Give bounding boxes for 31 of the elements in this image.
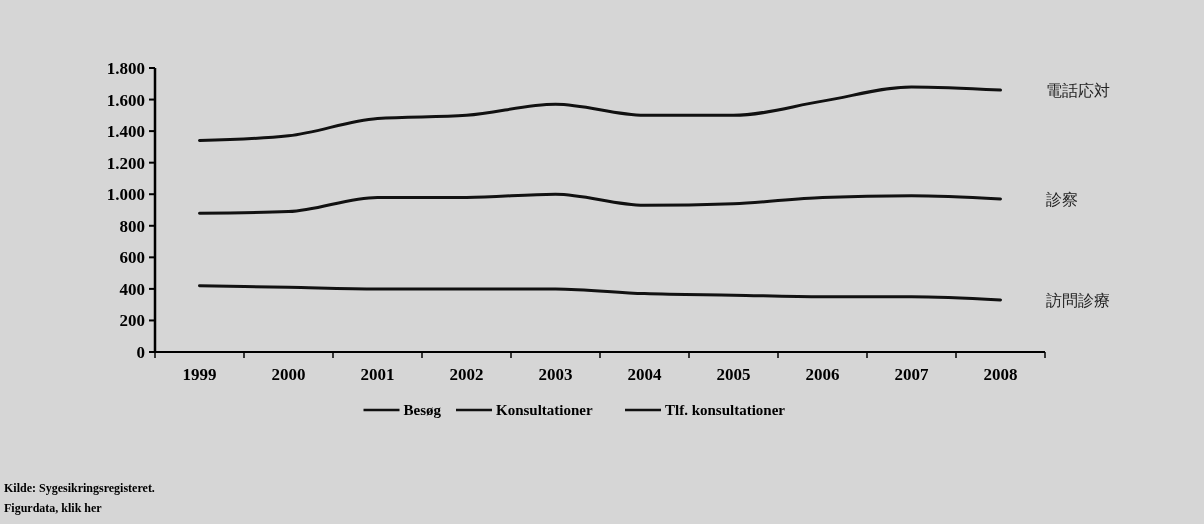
x-tick-label: 2002 [449, 365, 484, 384]
legend-label: Besøg [403, 402, 442, 419]
y-tick-label: 0 [136, 342, 145, 362]
x-tick-label: 2006 [805, 365, 840, 384]
x-tick-label: 2005 [716, 365, 751, 384]
y-tick-label: 1.600 [106, 90, 145, 110]
annotation: 訪問診療 [1045, 290, 1110, 310]
y-tick-label: 600 [119, 248, 145, 268]
y-tick-label: 1.400 [106, 122, 145, 142]
text: Figurdata, klik her [4, 501, 103, 515]
y-tick-label: 1.200 [106, 153, 145, 173]
y-tick-label: 400 [119, 279, 145, 299]
x-tick-label: 2008 [983, 365, 1018, 384]
line-series [198, 85, 1002, 143]
y-tick-label: 1.000 [106, 185, 145, 205]
x-tick-label: 1999 [182, 365, 217, 384]
legend-label: Konsultationer [496, 402, 594, 419]
x-tick-label: 2001 [360, 365, 395, 384]
x-tick-label: 2000 [271, 365, 306, 384]
line-series [198, 284, 1002, 302]
y-tick-label: 200 [119, 311, 145, 331]
line-series [198, 192, 1002, 215]
y-tick-label: 1.800 [106, 58, 145, 78]
annotation: 電話応対 [1045, 80, 1110, 100]
x-tick-label: 2003 [538, 365, 573, 384]
x-tick-label: 2004 [627, 365, 662, 384]
annotation: 診察 [1045, 189, 1078, 209]
legend-label: Tlf. konsultationer [665, 402, 786, 419]
y-tick-label: 800 [119, 216, 145, 236]
x-tick-label: 2007 [894, 365, 929, 384]
text: Kilde: Sygesikringsregisteret. [4, 481, 155, 495]
